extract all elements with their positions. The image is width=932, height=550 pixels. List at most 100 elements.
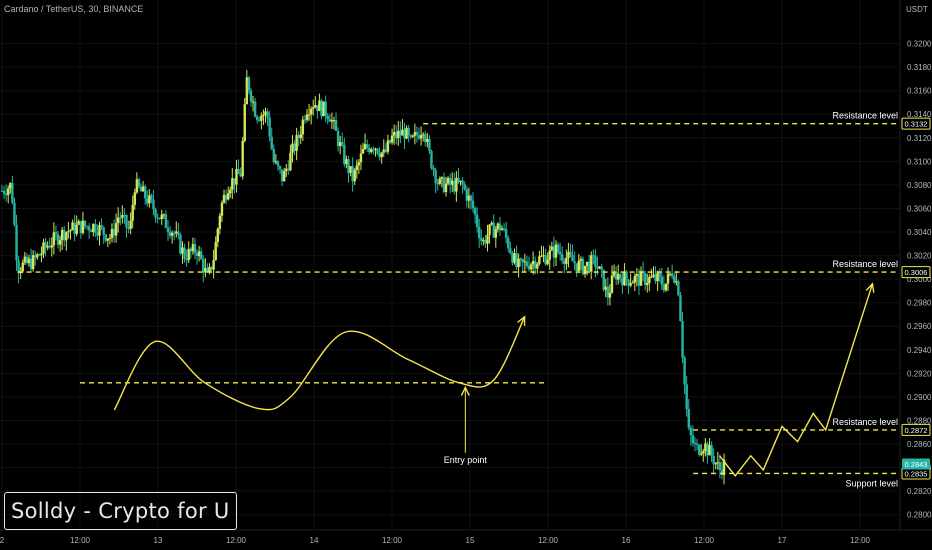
candle-body[interactable] — [50, 245, 53, 248]
candle-body[interactable] — [585, 261, 589, 266]
candle-body[interactable] — [386, 140, 390, 152]
candle-body[interactable] — [297, 135, 300, 139]
candle-body[interactable] — [17, 260, 20, 274]
candle-body[interactable] — [320, 100, 323, 117]
candle-body[interactable] — [513, 253, 516, 263]
candle-body[interactable] — [96, 232, 99, 236]
candle-body[interactable] — [90, 230, 93, 233]
candle-body[interactable] — [135, 179, 139, 193]
candle-body[interactable] — [579, 258, 583, 261]
candle-body[interactable] — [432, 168, 435, 171]
candle-body[interactable] — [40, 253, 43, 256]
candle-body[interactable] — [407, 127, 410, 136]
candle-body[interactable] — [2, 190, 6, 194]
candle-body[interactable] — [264, 111, 267, 115]
candle-body[interactable] — [515, 253, 518, 268]
candle-body[interactable] — [199, 251, 203, 260]
candle-body[interactable] — [722, 459, 726, 475]
candle-body[interactable] — [430, 150, 433, 169]
candle-body[interactable] — [627, 279, 630, 286]
candle-body[interactable] — [278, 166, 282, 170]
candle-body[interactable] — [569, 251, 572, 256]
candle-body[interactable] — [548, 250, 551, 260]
candle-body[interactable] — [324, 101, 327, 116]
candle-body[interactable] — [374, 148, 377, 150]
candle-body[interactable] — [596, 266, 599, 269]
candle-body[interactable] — [413, 132, 417, 136]
candle-body[interactable] — [214, 242, 217, 261]
candle-body[interactable] — [48, 245, 51, 248]
candle-body[interactable] — [411, 135, 415, 137]
candle-body[interactable] — [131, 204, 134, 221]
candle-body[interactable] — [496, 223, 500, 230]
candle-body[interactable] — [494, 229, 498, 238]
candle-body[interactable] — [554, 244, 558, 258]
candle-body[interactable] — [540, 255, 543, 257]
candle-body[interactable] — [592, 255, 595, 257]
candle-body[interactable] — [212, 260, 215, 270]
candle-body[interactable] — [536, 263, 539, 269]
candle-body[interactable] — [531, 260, 535, 265]
candle-body[interactable] — [98, 225, 101, 236]
candle-body[interactable] — [451, 180, 454, 185]
candle-body[interactable] — [395, 132, 398, 139]
candle-body[interactable] — [338, 141, 342, 147]
candle-body[interactable] — [556, 244, 560, 253]
candle-body[interactable] — [643, 273, 647, 286]
candle-body[interactable] — [419, 135, 423, 139]
candle-body[interactable] — [44, 242, 47, 248]
candle-body[interactable] — [92, 224, 95, 233]
candle-body[interactable] — [332, 120, 336, 122]
candle-body[interactable] — [577, 260, 580, 271]
candle-body[interactable] — [183, 247, 186, 260]
candle-body[interactable] — [693, 442, 697, 444]
candle-body[interactable] — [648, 276, 651, 284]
candle-body[interactable] — [363, 144, 367, 149]
candle-body[interactable] — [343, 144, 346, 165]
candle-body[interactable] — [187, 248, 190, 261]
candle-body[interactable] — [285, 168, 288, 172]
candle-body[interactable] — [463, 184, 466, 190]
candle-body[interactable] — [262, 114, 265, 116]
candle-body[interactable] — [426, 138, 429, 143]
candle-body[interactable] — [403, 129, 406, 139]
candle-body[interactable] — [260, 115, 263, 121]
candle-body[interactable] — [220, 202, 224, 216]
candle-body[interactable] — [529, 264, 533, 270]
candle-body[interactable] — [359, 153, 363, 163]
candle-body[interactable] — [666, 273, 670, 284]
candle-body[interactable] — [208, 266, 211, 272]
candle-body[interactable] — [299, 134, 302, 139]
candle-body[interactable] — [683, 357, 686, 385]
candle-body[interactable] — [27, 258, 31, 264]
candle-body[interactable] — [594, 255, 597, 267]
candle-body[interactable] — [108, 237, 112, 239]
candle-body[interactable] — [191, 244, 195, 252]
candle-body[interactable] — [357, 162, 361, 166]
time-axis[interactable]: 2 12:00 13 12:00 14 12:00 15 12:00 16 12:00 17 12:0… — [0, 536, 871, 545]
candle-body[interactable] — [573, 261, 576, 264]
candle-body[interactable] — [241, 140, 244, 177]
candle-body[interactable] — [58, 239, 62, 245]
candle-body[interactable] — [21, 262, 24, 272]
candle-body[interactable] — [162, 214, 166, 216]
candle-body[interactable] — [345, 159, 348, 165]
candle-body[interactable] — [498, 223, 502, 231]
candle-body[interactable] — [415, 132, 419, 136]
candle-body[interactable] — [440, 177, 444, 179]
candle-body[interactable] — [714, 463, 717, 465]
candle-body[interactable] — [405, 127, 408, 139]
candle-body[interactable] — [610, 275, 614, 293]
candle-body[interactable] — [54, 232, 58, 235]
candle-body[interactable] — [525, 261, 529, 267]
candle-body[interactable] — [401, 129, 404, 136]
candle-body[interactable] — [355, 165, 358, 171]
candle-body[interactable] — [274, 161, 278, 163]
candle-body[interactable] — [700, 453, 703, 455]
candle-body[interactable] — [156, 217, 159, 219]
candle-body[interactable] — [617, 274, 620, 280]
candle-body[interactable] — [316, 105, 319, 112]
candle-body[interactable] — [94, 224, 97, 233]
candle-body[interactable] — [56, 234, 60, 245]
